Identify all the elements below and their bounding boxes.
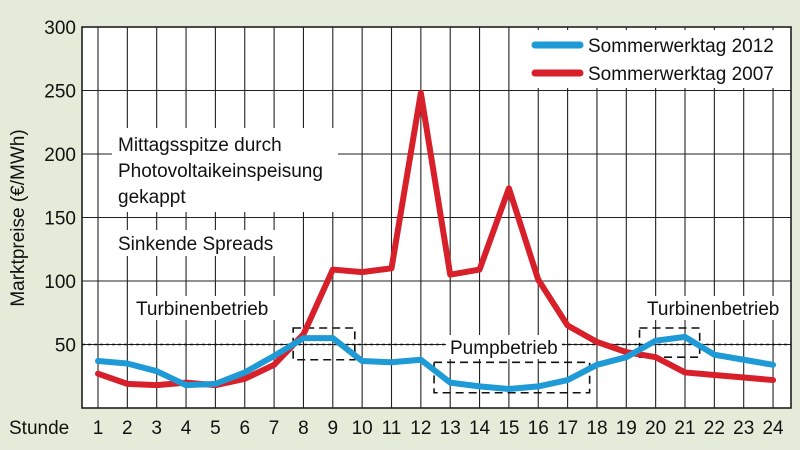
x-tick-label: 16 bbox=[528, 418, 549, 439]
x-tick-label: 9 bbox=[328, 418, 339, 439]
x-tick-label: 3 bbox=[151, 418, 162, 439]
y-tick-label: 300 bbox=[44, 18, 76, 39]
x-tick-label: 7 bbox=[269, 418, 280, 439]
highlight-box bbox=[638, 327, 701, 358]
x-tick-label: 23 bbox=[733, 418, 754, 439]
annotation-line: Pumpbetrieb bbox=[450, 338, 558, 359]
y-tick-label: 50 bbox=[55, 336, 76, 357]
y-axis-title: Marktpreise (€/MWh) bbox=[8, 129, 29, 306]
x-tick-label: 21 bbox=[674, 418, 695, 439]
annotation-sinkende-spreads: Sinkende Spreads bbox=[112, 230, 302, 256]
annotation-line: gekappt bbox=[118, 187, 186, 208]
x-tick-label: 20 bbox=[645, 418, 666, 439]
y-tick-label: 100 bbox=[44, 272, 76, 293]
y-tick-label: 200 bbox=[44, 145, 76, 166]
y-tick-label: 250 bbox=[44, 82, 76, 103]
x-tick-label: 2 bbox=[122, 418, 133, 439]
annotation-bg bbox=[112, 230, 302, 256]
x-tick-label: 5 bbox=[210, 418, 221, 439]
x-tick-label: 17 bbox=[557, 418, 578, 439]
x-tick-label: 24 bbox=[762, 418, 784, 439]
x-tick-label: 11 bbox=[382, 418, 402, 439]
annotation-bg bbox=[132, 296, 282, 320]
annotation-turbinenbetrieb-right: Turbinenbetrieb bbox=[643, 296, 787, 320]
annotation-bg bbox=[112, 128, 338, 212]
x-tick-label: 18 bbox=[586, 418, 607, 439]
annotation-bg bbox=[446, 335, 562, 359]
highlight-box bbox=[433, 361, 591, 394]
x-tick-label: 1 bbox=[93, 418, 104, 439]
annotation-line: Turbinenbetrieb bbox=[136, 299, 268, 320]
y-tick-label: 150 bbox=[44, 209, 76, 230]
annotation-line: Photovoltaikeinspeisung bbox=[118, 161, 323, 182]
series-line-sommerwerktag-2012 bbox=[95, 333, 777, 392]
x-tick-label: 13 bbox=[440, 418, 461, 439]
y-tick-labels: 50 100 150 200 250 300 bbox=[44, 18, 76, 357]
legend: Sommerwerktag 2012 Sommerwerktag 2007 bbox=[527, 30, 789, 88]
annotation-line: Turbinenbetrieb bbox=[647, 299, 779, 320]
x-tick-label: 19 bbox=[616, 418, 637, 439]
x-tick-label: 22 bbox=[704, 418, 725, 439]
x-tick-label: 15 bbox=[498, 418, 519, 439]
annotation-turbinenbetrieb-left: Turbinenbetrieb bbox=[132, 296, 282, 320]
x-tick-label: 8 bbox=[298, 418, 309, 439]
legend-box bbox=[527, 30, 789, 88]
annotation-line: Sinkende Spreads bbox=[118, 234, 273, 255]
series-layer bbox=[95, 90, 777, 392]
annotation-pumpbetrieb: Pumpbetrieb bbox=[446, 335, 562, 359]
x-tick-label: 6 bbox=[239, 418, 250, 439]
x-tick-label: 14 bbox=[469, 418, 491, 439]
annotation-mittagsspitze: Mittagsspitze durch Photovoltaikeinspeis… bbox=[112, 128, 338, 212]
x-tick-labels: 1 2 3 4 5 6 7 8 9 10 11 12 13 14 15 16 17 18 19 20 21 22 23 24 bbox=[93, 418, 784, 439]
legend-label-2012: Sommerwerktag 2012 bbox=[588, 36, 774, 57]
x-tick-label: 10 bbox=[352, 418, 373, 439]
x-axis-title: Stunde bbox=[9, 418, 69, 439]
x-tick-label: 4 bbox=[181, 418, 192, 439]
legend-label-2007: Sommerwerktag 2007 bbox=[588, 64, 774, 85]
x-tick-label: 12 bbox=[410, 418, 431, 439]
annotation-bg bbox=[643, 296, 787, 320]
annotation-line: Mittagsspitze durch bbox=[118, 135, 282, 156]
